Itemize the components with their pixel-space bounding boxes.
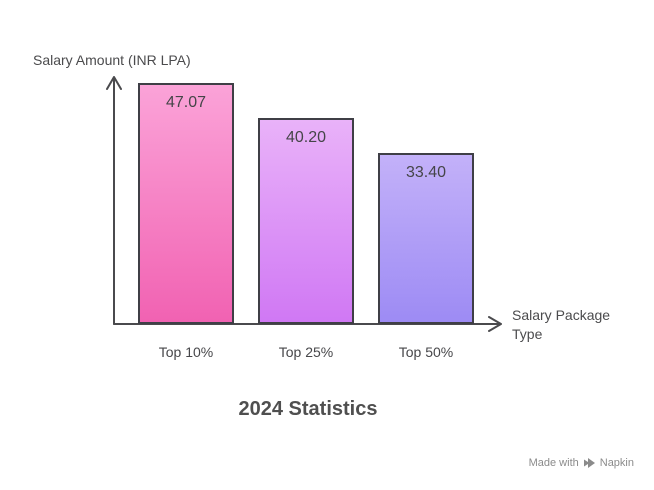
napkin-logo-icon — [583, 458, 595, 468]
x-tick-top-25: Top 25% — [278, 344, 334, 360]
watermark: Made with Napkin — [529, 457, 634, 469]
watermark-prefix: Made with — [528, 457, 579, 469]
chart-title: 2024 Statistics — [238, 398, 378, 420]
bar-top-10: 47.07 — [138, 83, 234, 324]
x-axis-label: Salary Package Type — [512, 307, 611, 342]
bar-value-label: 40.20 — [285, 129, 327, 146]
bar-value-label: 47.07 — [165, 94, 207, 111]
bar-value-label: 33.40 — [405, 164, 447, 181]
bar-top-50: 33.40 — [378, 153, 474, 324]
bar-top-25: 40.20 — [258, 118, 354, 324]
y-axis-arrow — [106, 76, 122, 325]
x-tick-top-10: Top 10% — [158, 344, 214, 360]
watermark-brand: Napkin — [599, 457, 634, 469]
y-axis-label: Salary Amount (INR LPA) — [33, 52, 191, 68]
x-tick-top-50: Top 50% — [398, 344, 454, 360]
